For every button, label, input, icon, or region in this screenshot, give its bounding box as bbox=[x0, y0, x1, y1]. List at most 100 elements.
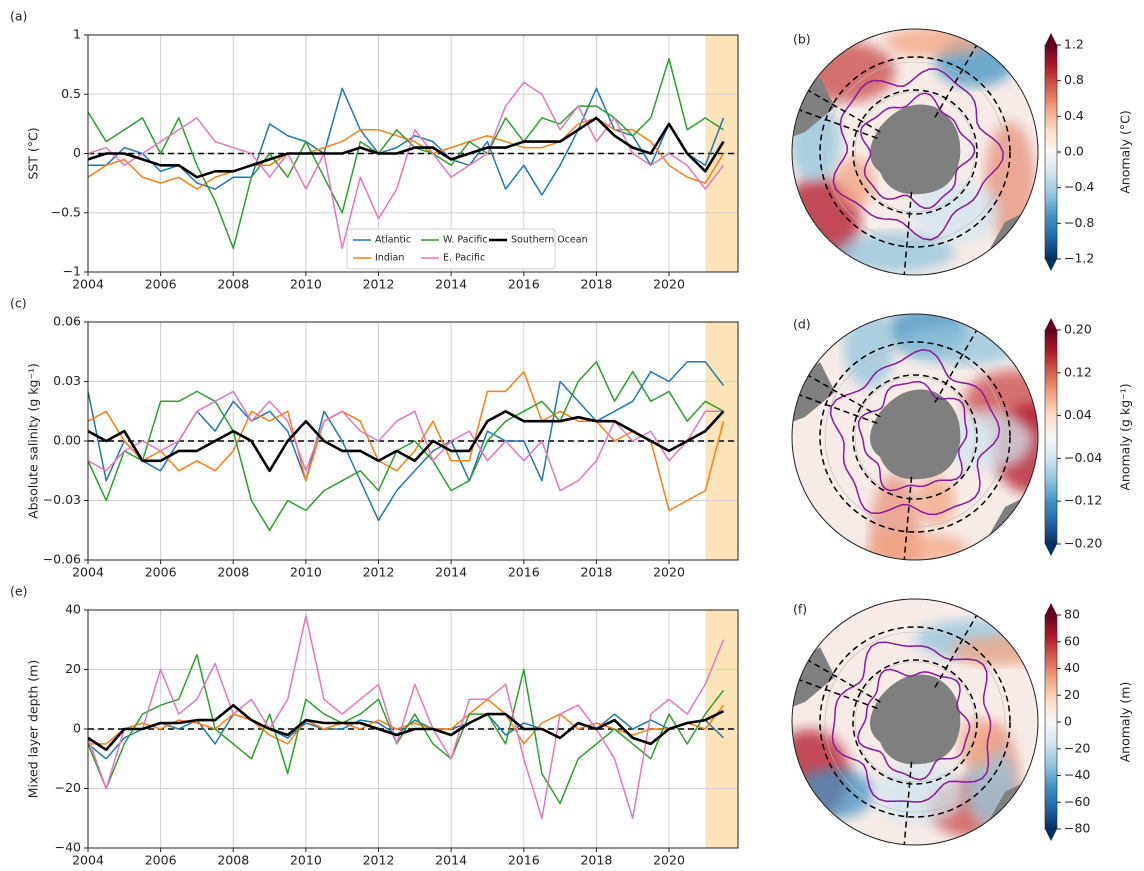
map-patch bbox=[951, 635, 1038, 666]
map-panel: (b) −1.2 −0.8 −0.4 0.0 0.4 0.8 1.2 Anomaly (°C) bbox=[791, 28, 1133, 276]
legend-label: W. Pacific bbox=[443, 235, 488, 246]
y-tick-label: −20 bbox=[55, 780, 81, 795]
series-line bbox=[88, 698, 725, 745]
x-tick-label: 2010 bbox=[290, 853, 322, 868]
colorbar-tick-label: −0.20 bbox=[1064, 536, 1102, 551]
colorbar-tick-label: −0.04 bbox=[1064, 450, 1102, 465]
map-patch bbox=[900, 325, 1021, 366]
series-line bbox=[88, 653, 725, 805]
map-patch bbox=[915, 475, 956, 526]
y-tick-label: −1 bbox=[63, 264, 81, 279]
x-tick-label: 2012 bbox=[363, 277, 395, 292]
map-field bbox=[792, 29, 1038, 275]
sector-line bbox=[934, 615, 978, 688]
colorbar-extend bbox=[1045, 829, 1057, 841]
colorbar bbox=[1044, 329, 1058, 545]
series-line bbox=[88, 81, 725, 250]
map-graticule bbox=[824, 346, 1006, 528]
sector-line bbox=[799, 394, 878, 425]
colorbar-extend bbox=[1045, 603, 1057, 615]
x-tick-label: 2016 bbox=[508, 277, 540, 292]
series-line bbox=[88, 410, 725, 473]
plot-frame bbox=[87, 34, 739, 273]
legend-label: E. Pacific bbox=[443, 253, 485, 264]
y-axis-label: Mixed layer depth (m) bbox=[26, 660, 41, 799]
legend-label: Atlantic bbox=[375, 235, 411, 246]
colorbar-tick-label: 0.12 bbox=[1064, 364, 1092, 379]
sector-line bbox=[903, 761, 913, 845]
sector-line bbox=[808, 659, 881, 703]
y-tick-label: 0.5 bbox=[61, 86, 81, 101]
colorbar-tick-label: 0.20 bbox=[1064, 322, 1092, 337]
x-tick-label: 2008 bbox=[217, 565, 249, 580]
colorbar-tick-label: −1.2 bbox=[1064, 251, 1094, 266]
colorbar-tick-label: −60 bbox=[1064, 794, 1090, 809]
colorbar bbox=[1044, 614, 1058, 830]
land-africa bbox=[970, 29, 995, 42]
y-tick-label: 0 bbox=[73, 721, 81, 736]
map-graticule bbox=[854, 376, 976, 498]
boundary-circle bbox=[819, 626, 1011, 818]
y-tick-label: 0 bbox=[73, 145, 81, 160]
y-tick-label: −40 bbox=[55, 840, 81, 855]
sector-line bbox=[934, 45, 978, 118]
x-tick-label: 2008 bbox=[217, 277, 249, 292]
colorbar bbox=[1044, 44, 1058, 260]
map-graticule bbox=[824, 61, 1006, 243]
antarctica bbox=[870, 674, 961, 765]
boundary-circle bbox=[852, 374, 978, 500]
series-line bbox=[88, 87, 725, 196]
colorbar-tick-label: −20 bbox=[1064, 740, 1090, 755]
y-tick-label: 40 bbox=[65, 602, 81, 617]
line-panel: 2004 2006 2008 2010 2012 2014 2016 2018 2020 −0.0… bbox=[10, 296, 739, 580]
map-patch bbox=[874, 763, 965, 824]
colorbar-tick-label: −0.12 bbox=[1064, 493, 1102, 508]
map-patch bbox=[793, 768, 874, 819]
map-field bbox=[792, 599, 1038, 845]
series-line bbox=[88, 360, 724, 532]
x-tick-label: 2014 bbox=[435, 565, 467, 580]
boundary-circle bbox=[852, 659, 978, 785]
line-panel: 2004 2006 2008 2010 2012 2014 2016 2018 2020 −40 −… bbox=[10, 584, 739, 868]
antarctica bbox=[870, 389, 961, 480]
panel-label: (e) bbox=[10, 584, 27, 599]
colorbar-tick-label: −40 bbox=[1064, 767, 1090, 782]
colorbar-tick-label: 0 bbox=[1064, 714, 1072, 729]
land-africa bbox=[970, 314, 995, 327]
plot-frame bbox=[87, 609, 739, 849]
x-tick-label: 2006 bbox=[145, 277, 177, 292]
x-tick-label: 2014 bbox=[435, 853, 467, 868]
sector-line bbox=[799, 109, 878, 140]
series-line bbox=[88, 57, 724, 250]
panel-label: (f) bbox=[793, 602, 807, 617]
map-outline bbox=[791, 313, 1039, 561]
x-tick-label: 2016 bbox=[508, 565, 540, 580]
map-graticule bbox=[824, 631, 1006, 813]
x-tick-label: 2020 bbox=[653, 565, 685, 580]
colorbar-label: Anomaly (m) bbox=[1118, 682, 1133, 763]
line-panel: 2004 2006 2008 2010 2012 2014 2016 2018 2020 −1 −0… bbox=[10, 9, 739, 292]
series-line bbox=[88, 390, 724, 492]
series-line bbox=[88, 116, 725, 179]
y-axis-label: SST (°C) bbox=[26, 127, 41, 179]
map-panel: (d) −0.20 −0.12 −0.04 0.04 0.12 0.20 Anomaly (g… bbox=[791, 313, 1133, 561]
map-panel: (f) −80 −60 −40 −20 0 20 40 60 80 Anomaly (m) bbox=[791, 598, 1133, 846]
y-tick-label: 0.00 bbox=[53, 433, 81, 448]
colorbar-tick-label: −80 bbox=[1064, 821, 1090, 836]
colorbar-extend bbox=[1045, 33, 1057, 45]
sector-line bbox=[808, 374, 881, 418]
plot-frame bbox=[87, 321, 739, 561]
colorbar-tick-label: −0.8 bbox=[1064, 215, 1094, 230]
boundary-circle bbox=[819, 341, 1011, 533]
panel-label: (a) bbox=[10, 9, 27, 24]
colorbar-label: Anomaly (g kg⁻¹) bbox=[1118, 383, 1133, 490]
x-tick-label: 2006 bbox=[145, 565, 177, 580]
x-tick-label: 2018 bbox=[580, 277, 612, 292]
x-tick-label: 2004 bbox=[72, 853, 104, 868]
sector-line bbox=[903, 191, 913, 275]
antarctica bbox=[870, 104, 961, 195]
series-line bbox=[88, 615, 725, 820]
colorbar-tick-label: 0.0 bbox=[1064, 144, 1084, 159]
colorbar-tick-label: 0.04 bbox=[1064, 407, 1092, 422]
